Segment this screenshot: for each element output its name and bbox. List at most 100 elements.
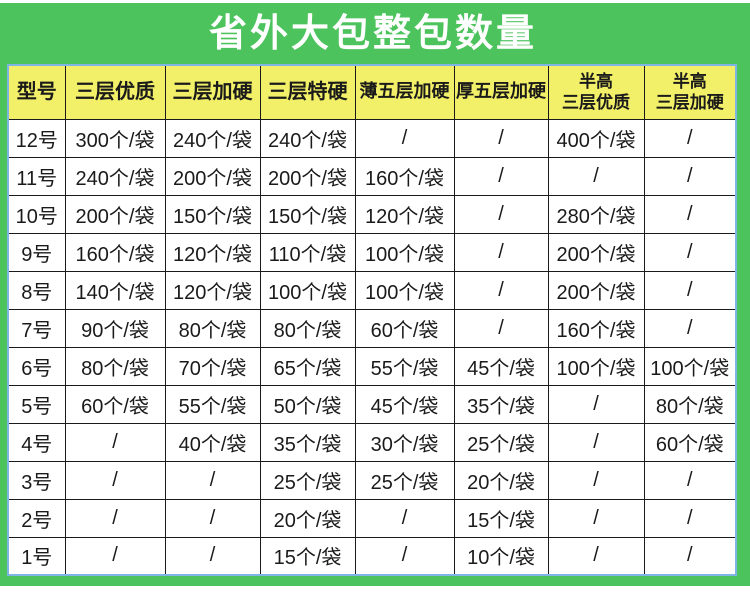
package-quantity-table: 型号 三层优质 三层加硬 三层特硬 薄五层加硬 厚五层加硬 半高 三层优质 半高 三层加硬 1… xyxy=(7,64,737,576)
quantity-cell: 20个/袋 xyxy=(453,460,549,500)
quantity-cell: 20个/袋 xyxy=(259,498,356,538)
quantity-cell: 400个/袋 xyxy=(547,118,645,158)
quantity-cell: / xyxy=(453,232,549,272)
quantity-cell: / xyxy=(164,498,261,538)
quantity-cell: / xyxy=(643,194,737,234)
quantity-cell: / xyxy=(64,498,166,538)
quantity-cell: / xyxy=(354,118,455,158)
model-cell: 6号 xyxy=(7,346,66,386)
table-body: 12号 300个/袋 240个/袋 240个/袋 //400个/袋/11号 240个/袋 2… xyxy=(7,118,737,576)
quantity-cell: 110个/袋 xyxy=(259,232,356,272)
quantity-cell: 300个/袋 xyxy=(64,118,166,158)
quantity-cell: 240个/袋 xyxy=(64,156,166,196)
quantity-cell: / xyxy=(354,536,455,576)
quantity-cell: 160个/袋 xyxy=(354,156,455,196)
quantity-cell: 120个/袋 xyxy=(164,232,261,272)
page-title: 省外大包整包数量 xyxy=(208,12,537,55)
column-header: 型号 xyxy=(7,64,66,120)
table-header: 型号 三层优质 三层加硬 三层特硬 薄五层加硬 厚五层加硬 半高 三层优质 半高 三层加硬 xyxy=(7,64,737,120)
quantity-cell: 200个/袋 xyxy=(547,270,645,310)
quantity-cell: / xyxy=(643,498,737,538)
model-cell: 4号 xyxy=(7,422,66,462)
model-cell: 11号 xyxy=(7,156,66,196)
column-header: 半高 三层加硬 xyxy=(643,64,737,120)
quantity-cell: 45个/袋 xyxy=(354,384,455,424)
quantity-cell: 15个/袋 xyxy=(453,498,549,538)
quantity-cell: 240个/袋 xyxy=(259,118,356,158)
quantity-cell: / xyxy=(64,460,166,500)
quantity-cell: 35个/袋 xyxy=(259,422,356,462)
top-white-strip xyxy=(0,0,750,3)
quantity-cell: / xyxy=(164,536,261,576)
quantity-cell: / xyxy=(643,536,737,576)
table-row: 9号 160个/袋 120个/袋 110个/袋 100个/袋/200个/袋 / xyxy=(7,232,737,272)
model-cell: 5号 xyxy=(7,384,66,424)
quantity-cell: / xyxy=(547,536,645,576)
quantity-cell: / xyxy=(547,384,645,424)
quantity-cell: 90个/袋 xyxy=(64,308,166,348)
quantity-cell: 120个/袋 xyxy=(354,194,455,234)
model-cell: 7号 xyxy=(7,308,66,348)
quantity-cell: 80个/袋 xyxy=(64,346,166,386)
table-row: 12号 300个/袋 240个/袋 240个/袋 //400个/袋 / xyxy=(7,118,737,158)
quantity-cell: 280个/袋 xyxy=(547,194,645,234)
quantity-cell: 40个/袋 xyxy=(164,422,261,462)
column-header: 薄五层加硬 xyxy=(354,64,455,120)
quantity-cell: 240个/袋 xyxy=(164,118,261,158)
quantity-cell: 60个/袋 xyxy=(64,384,166,424)
quantity-cell: 25个/袋 xyxy=(259,460,356,500)
quantity-cell: / xyxy=(453,194,549,234)
column-header: 三层特硬 xyxy=(259,64,356,120)
table-row: 1号 //15个/袋/10个/袋 / / xyxy=(7,536,737,576)
quantity-cell: 200个/袋 xyxy=(64,194,166,234)
quantity-cell: / xyxy=(164,460,261,500)
column-header: 三层加硬 xyxy=(164,64,261,120)
quantity-cell: 30个/袋 xyxy=(354,422,455,462)
quantity-cell: / xyxy=(547,422,645,462)
column-header: 半高 三层优质 xyxy=(547,64,645,120)
quantity-cell: / xyxy=(354,498,455,538)
quantity-cell: 80个/袋 xyxy=(164,308,261,348)
quantity-cell: / xyxy=(547,156,645,196)
quantity-cell: 70个/袋 xyxy=(164,346,261,386)
quantity-cell: / xyxy=(643,118,737,158)
column-header: 厚五层加硬 xyxy=(453,64,549,120)
green-background-frame: 省外大包整包数量 型号 三层优质 三层加硬 三层特硬 薄五层加硬 厚五层加硬 半高 三层优质… xyxy=(0,3,750,586)
quantity-cell: 200个/袋 xyxy=(547,232,645,272)
quantity-cell: 15个/袋 xyxy=(259,536,356,576)
quantity-cell: 150个/袋 xyxy=(164,194,261,234)
header-row: 型号 三层优质 三层加硬 三层特硬 薄五层加硬 厚五层加硬 半高 三层优质 半高 三层加硬 xyxy=(7,64,737,120)
model-cell: 12号 xyxy=(7,118,66,158)
quantity-cell: / xyxy=(453,270,549,310)
table-row: 2号 //20个/袋/15个/袋 / / xyxy=(7,498,737,538)
quantity-cell: 60个/袋 xyxy=(354,308,455,348)
quantity-cell: 50个/袋 xyxy=(259,384,356,424)
quantity-cell: / xyxy=(643,308,737,348)
table-row: 10号 200个/袋 150个/袋 150个/袋 120个/袋/280个/袋 / xyxy=(7,194,737,234)
quantity-cell: / xyxy=(64,422,166,462)
quantity-cell: / xyxy=(453,308,549,348)
column-header: 三层优质 xyxy=(64,64,166,120)
model-cell: 3号 xyxy=(7,460,66,500)
quantity-cell: 100个/袋 xyxy=(259,270,356,310)
model-cell: 10号 xyxy=(7,194,66,234)
quantity-cell: 55个/袋 xyxy=(354,346,455,386)
table-row: 3号 //25个/袋 25个/袋 20个/袋 / / xyxy=(7,460,737,500)
quantity-cell: 80个/袋 xyxy=(643,384,737,424)
quantity-cell: 60个/袋 xyxy=(643,422,737,462)
title-banner: 省外大包整包数量 xyxy=(7,3,739,64)
quantity-cell: 200个/袋 xyxy=(259,156,356,196)
quantity-cell: 25个/袋 xyxy=(354,460,455,500)
model-cell: 9号 xyxy=(7,232,66,272)
model-cell: 2号 xyxy=(7,498,66,538)
quantity-cell: / xyxy=(643,156,737,196)
table-row: 4号/40个/袋 35个/袋 30个/袋 25个/袋/60个/袋 xyxy=(7,422,737,462)
table-row: 5号 60个/袋 55个/袋 50个/袋 45个/袋 35个/袋/80个/袋 xyxy=(7,384,737,424)
model-cell: 1号 xyxy=(7,536,66,576)
quantity-cell: 80个/袋 xyxy=(259,308,356,348)
quantity-cell: 55个/袋 xyxy=(164,384,261,424)
quantity-cell: 100个/袋 xyxy=(643,346,737,386)
quantity-cell: 45个/袋 xyxy=(453,346,549,386)
quantity-cell: 35个/袋 xyxy=(453,384,549,424)
quantity-cell: / xyxy=(643,460,737,500)
